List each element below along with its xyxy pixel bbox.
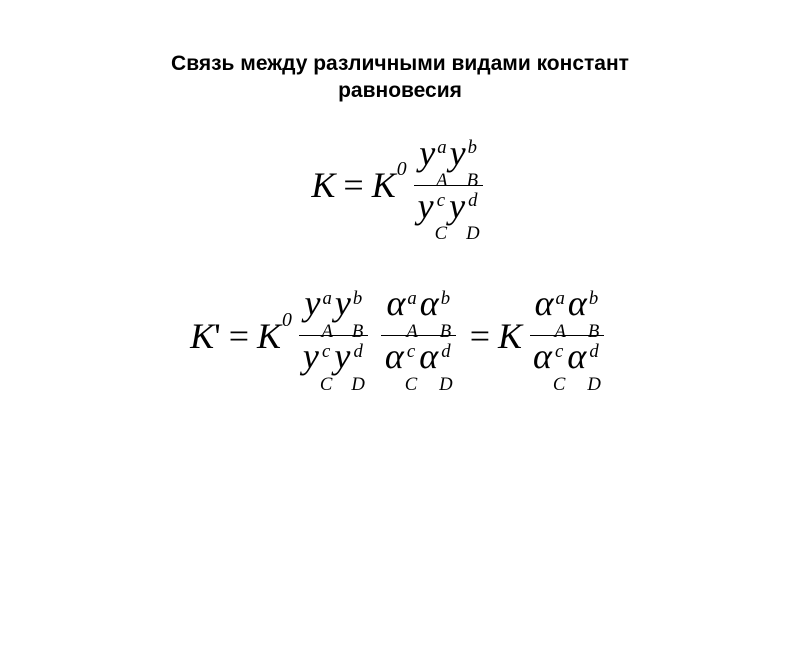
- sym-Kprime: K': [190, 315, 221, 357]
- term-yB: y bB: [450, 135, 478, 183]
- term-yA: y aA: [419, 135, 447, 183]
- frac-y-den: y cC y dD: [413, 186, 485, 236]
- sym-K0: K0: [372, 164, 407, 206]
- sym-K: K: [311, 164, 335, 206]
- sym-K0b: K0: [257, 315, 292, 357]
- title-line-2: равновесия: [338, 79, 462, 102]
- title-line-1: Связь между различными видами констант: [171, 52, 629, 75]
- equation-2: K' = K0 yaA ybB ycC ydD αaA αbB αcC αdD: [0, 285, 800, 386]
- eq1-math: K = K0 y aA y bB y cC: [311, 135, 488, 236]
- frac-y2: yaA ybB ycC ydD: [298, 285, 370, 386]
- op-eq: =: [229, 315, 249, 357]
- frac-y-num: y aA y bB: [414, 135, 483, 186]
- op-eq: =: [470, 315, 490, 357]
- sym-K2: K: [498, 315, 522, 357]
- frac-alpha2: αaA αbB αcC αdD: [528, 285, 606, 386]
- frac-alpha1: αaA αbB αcC αdD: [380, 285, 458, 386]
- op-eq: =: [343, 164, 363, 206]
- term-yC: y cC: [418, 188, 447, 236]
- page-title: Связь между различными видами констант р…: [0, 50, 800, 105]
- frac-y: y aA y bB y cC y dD: [413, 135, 485, 236]
- eq2-math: K' = K0 yaA ybB ycC ydD αaA αbB αcC αdD: [190, 285, 610, 386]
- term-yD: y dD: [449, 188, 480, 236]
- equation-1: K = K0 y aA y bB y cC: [0, 135, 800, 236]
